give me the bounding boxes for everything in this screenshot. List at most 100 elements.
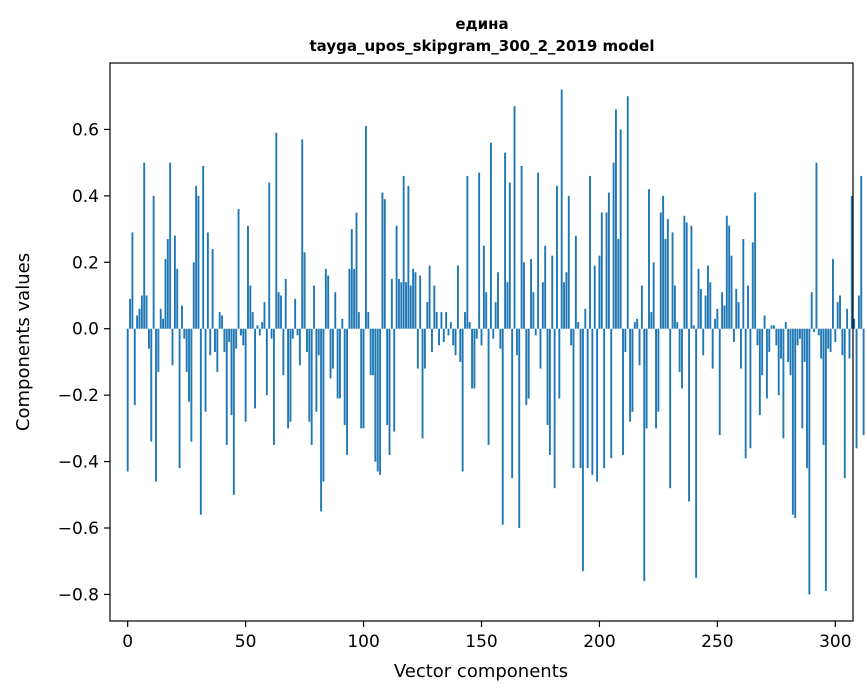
bar-182	[556, 185, 558, 329]
bar-16	[164, 258, 167, 329]
bar-75	[303, 252, 306, 329]
bar-51	[247, 225, 249, 329]
bar-218	[640, 285, 643, 329]
bar-57	[261, 322, 264, 329]
bar-48	[239, 328, 242, 336]
bar-112	[390, 278, 393, 329]
bar-279	[784, 322, 787, 329]
bar-122	[414, 272, 417, 329]
bar-261	[742, 239, 745, 329]
bar-282	[791, 328, 794, 515]
bar-242	[697, 268, 700, 329]
bar-36	[211, 249, 214, 329]
bar-25	[185, 328, 188, 372]
bar-224	[655, 328, 657, 429]
bar-211	[624, 328, 627, 352]
bar-104	[372, 328, 374, 376]
bar-141	[459, 328, 462, 362]
x-tick-label: 0	[122, 632, 133, 652]
bar-73	[298, 328, 301, 366]
bar-71	[294, 298, 297, 329]
bar-55	[256, 325, 259, 329]
bar-5	[138, 308, 141, 329]
bar-110	[386, 328, 389, 426]
bar-86	[329, 328, 332, 379]
bar-277	[780, 328, 783, 359]
bar-56	[258, 328, 261, 336]
bar-152	[485, 292, 488, 329]
bar-107	[379, 328, 382, 475]
bar-255	[728, 225, 731, 329]
bar-24	[183, 328, 186, 339]
bar-81	[317, 328, 320, 356]
bar-273	[770, 325, 773, 329]
bar-215	[633, 322, 636, 329]
bar-188	[570, 328, 573, 346]
bar-80	[315, 328, 318, 412]
bar-43	[228, 328, 231, 342]
bar-231	[671, 232, 674, 329]
bar-244	[702, 328, 705, 356]
bar-77	[308, 328, 311, 422]
bar-126	[423, 328, 426, 369]
bar-205	[610, 328, 613, 459]
bar-160	[504, 152, 507, 329]
bar-267	[756, 328, 759, 346]
bar-115	[398, 278, 400, 329]
bar-3	[133, 328, 136, 406]
bar-9	[147, 328, 150, 349]
bar-154	[489, 142, 492, 329]
bar-156	[494, 302, 497, 329]
bar-151	[482, 245, 485, 329]
bar-114	[395, 225, 398, 329]
bar-305	[846, 308, 849, 329]
bar-21	[176, 268, 179, 329]
bar-158	[499, 328, 502, 349]
bar-4	[136, 315, 139, 329]
bar-200	[598, 255, 601, 329]
bar-37	[214, 328, 216, 352]
bar-50	[244, 328, 247, 422]
bar-125	[421, 328, 424, 439]
bar-65	[280, 295, 282, 329]
bar-285	[798, 328, 801, 339]
bar-191	[577, 322, 580, 329]
bar-102	[367, 312, 370, 329]
bar-290	[810, 292, 813, 329]
bar-296	[824, 328, 827, 592]
bar-249	[714, 318, 716, 329]
bar-134	[442, 328, 445, 342]
bar-234	[678, 328, 681, 372]
bar-117	[402, 175, 405, 329]
bar-53	[251, 312, 254, 329]
bar-192	[579, 328, 582, 469]
bar-42	[225, 328, 228, 445]
bar-18	[169, 162, 172, 329]
y-axis-ticks: −0.8 −0.6 −0.4 −0.2 0.0 0.2 0.4 0.6	[58, 120, 110, 605]
bar-183	[558, 328, 561, 399]
bar-19	[171, 328, 174, 366]
bar-275	[775, 328, 778, 346]
bar-247	[709, 282, 712, 329]
bar-23	[181, 305, 183, 329]
x-tick-label: 50	[235, 632, 257, 652]
bar-310	[857, 295, 860, 329]
bar-278	[782, 328, 785, 439]
bar-159	[501, 328, 504, 525]
bar-207	[615, 109, 617, 329]
bar-271	[765, 328, 768, 399]
bar-250	[716, 308, 719, 329]
bar-123	[416, 328, 419, 369]
bar-87	[331, 328, 334, 369]
bar-153	[487, 328, 490, 445]
y-tick-label: −0.4	[58, 453, 99, 473]
bar-169	[525, 328, 528, 406]
bar-79	[313, 285, 315, 329]
bar-240	[692, 325, 695, 329]
bar-166	[518, 328, 521, 528]
bar-58	[263, 302, 266, 329]
bar-264	[749, 328, 752, 449]
bar-28	[192, 262, 195, 329]
bar-206	[612, 162, 615, 329]
bar-27	[190, 328, 193, 442]
